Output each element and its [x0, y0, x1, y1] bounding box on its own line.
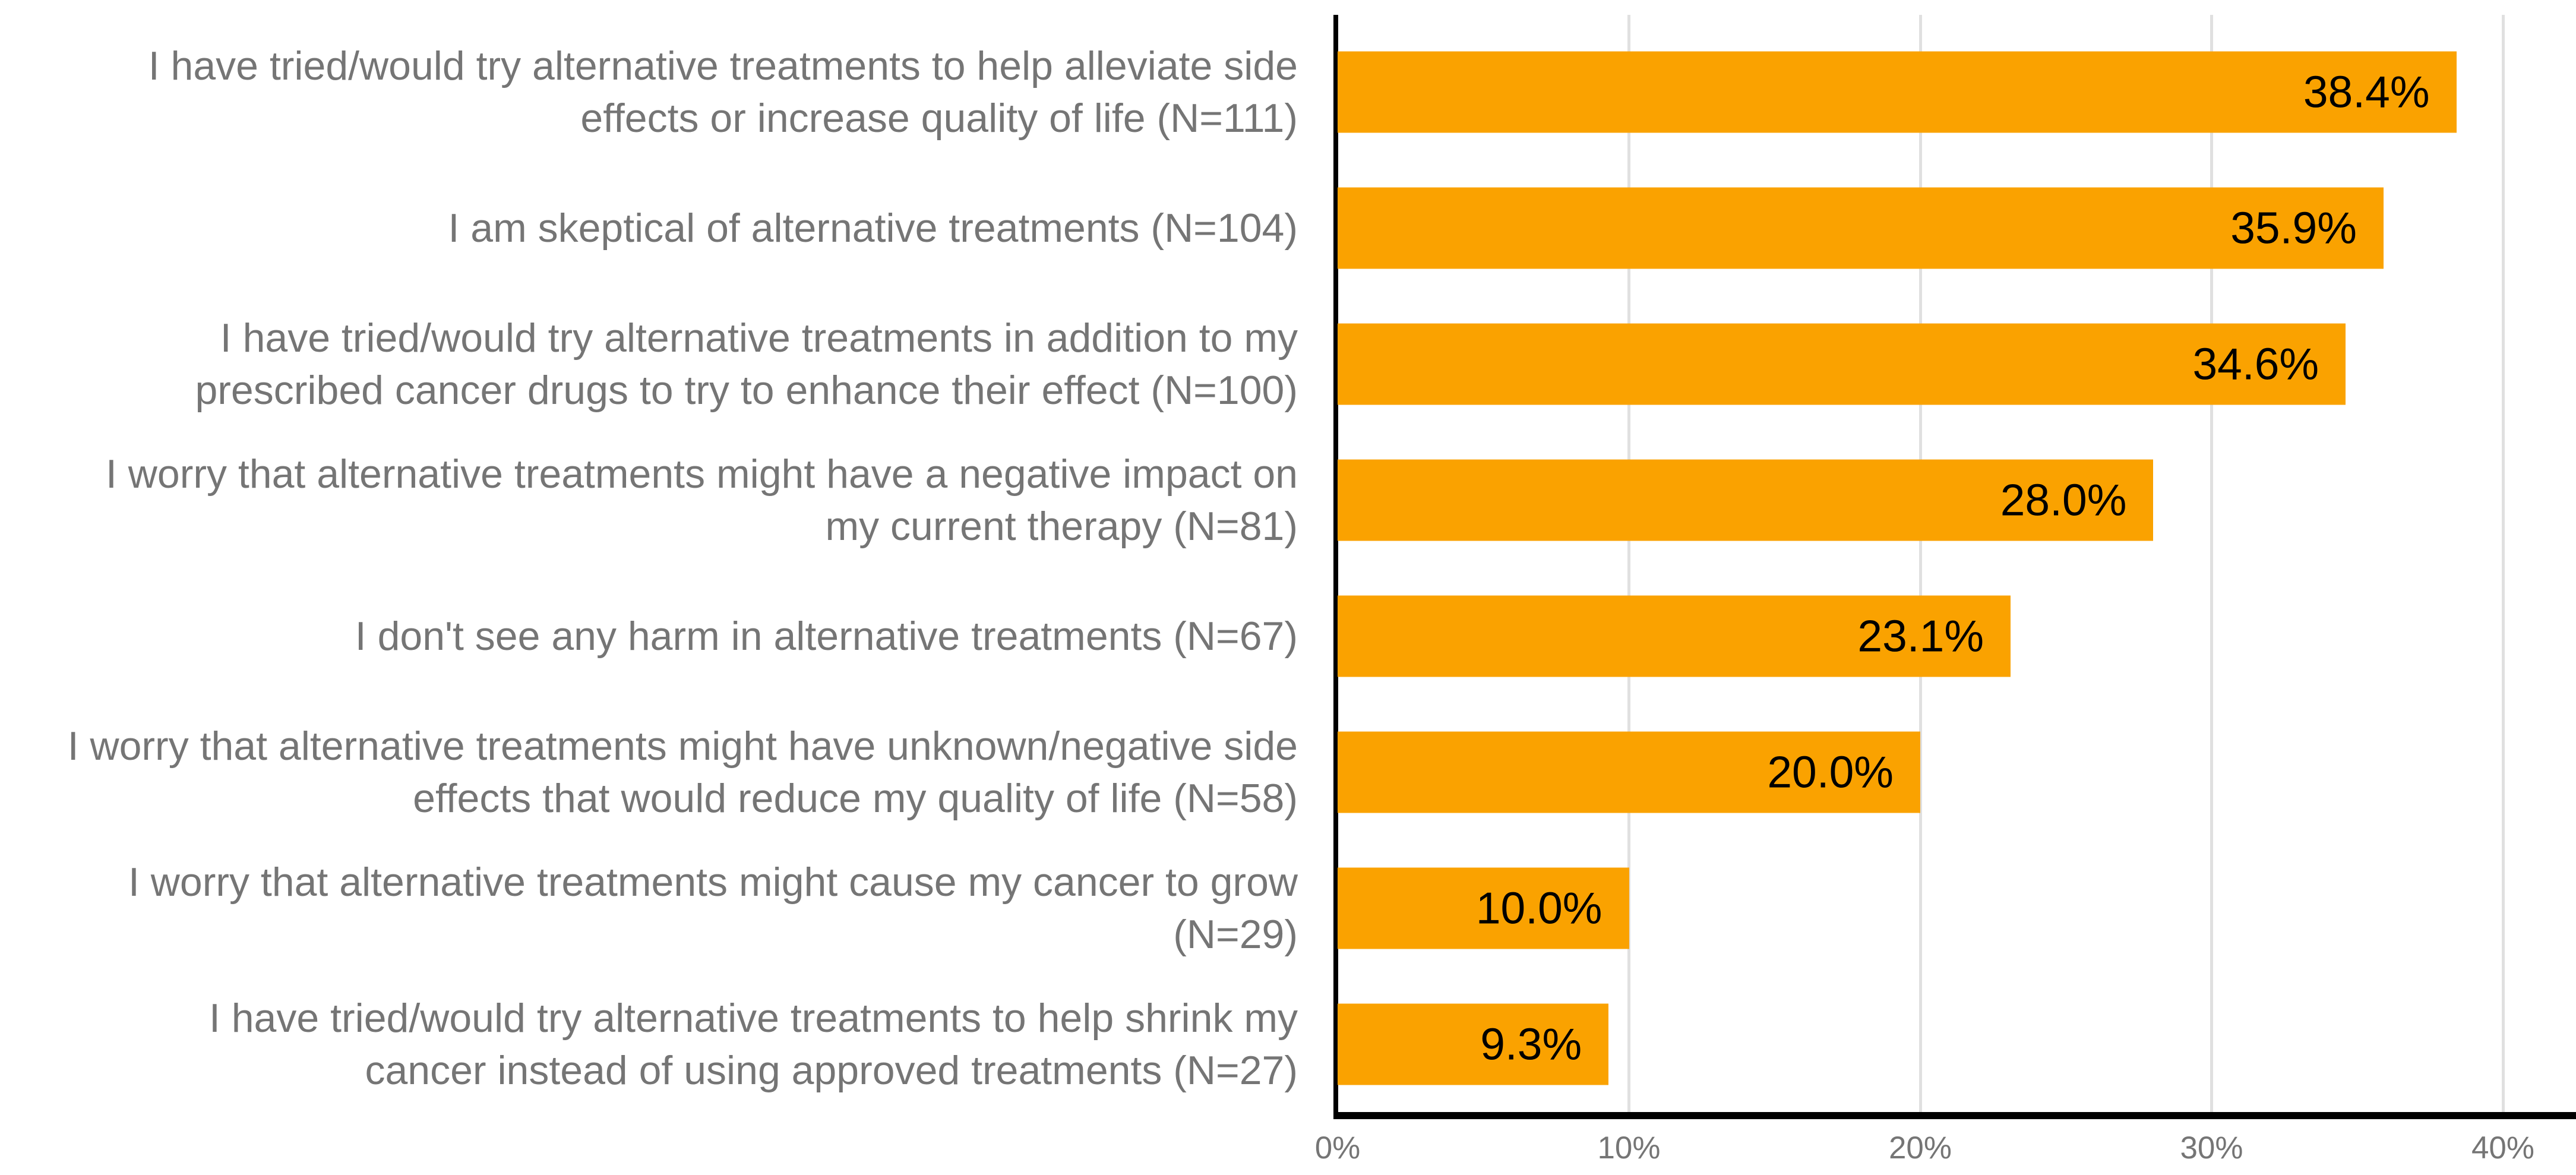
- category-label: I have tried/would try alternative treat…: [208, 995, 1298, 1093]
- bar: 34.6%: [1338, 323, 2346, 405]
- bar-row: I worry that alternative treatments migh…: [0, 432, 2576, 568]
- bar: 23.1%: [1338, 595, 2011, 677]
- value-label: 20.0%: [1767, 747, 1894, 797]
- value-label: 23.1%: [1857, 611, 1984, 661]
- x-tick-label: 40%: [2471, 1130, 2535, 1165]
- bar-row: I am skeptical of alternative treatments…: [0, 160, 2576, 296]
- bar: 28.0%: [1338, 459, 2154, 541]
- bar: 35.9%: [1338, 187, 2384, 269]
- bar-row: I don't see any harm in alternative trea…: [0, 568, 2576, 704]
- value-label: 34.6%: [2192, 339, 2319, 389]
- x-tick-label: 30%: [2180, 1130, 2243, 1165]
- category-label: I worry that alternative treatments migh…: [67, 723, 1298, 821]
- bar: 10.0%: [1338, 867, 1629, 949]
- bar-row: I worry that alternative treatments migh…: [0, 840, 2576, 976]
- category-label: I am skeptical of alternative treatments…: [448, 205, 1298, 251]
- category-label: I have tried/would try alternative treat…: [148, 43, 1298, 141]
- x-axis-line: [1333, 1112, 2576, 1119]
- gridline-20%: [1918, 15, 1922, 1112]
- value-label: 10.0%: [1475, 883, 1603, 933]
- category-label: I worry that alternative treatments migh…: [128, 859, 1298, 957]
- bar: 38.4%: [1338, 51, 2457, 132]
- value-label: 38.4%: [2303, 67, 2430, 117]
- value-label: 35.9%: [2230, 203, 2357, 253]
- x-tick-label: 0%: [1314, 1130, 1361, 1165]
- value-label: 28.0%: [2000, 475, 2127, 525]
- gridline-10%: [1627, 15, 1630, 1112]
- x-tick-label: 20%: [1888, 1130, 1952, 1165]
- value-label: 9.3%: [1480, 1019, 1582, 1069]
- category-label: I worry that alternative treatments migh…: [106, 451, 1298, 549]
- y-axis-line: [1333, 15, 1338, 1119]
- x-tick-label: 10%: [1597, 1130, 1661, 1165]
- bar-row: I have tried/would try alternative treat…: [0, 296, 2576, 432]
- gridline-30%: [2210, 15, 2213, 1112]
- bar-row: I have tried/would try alternative treat…: [0, 976, 2576, 1112]
- bar: 20.0%: [1338, 731, 1920, 813]
- gridline-40%: [2501, 15, 2505, 1112]
- category-label: I don't see any harm in alternative trea…: [355, 613, 1298, 659]
- bar-row: I worry that alternative treatments migh…: [0, 704, 2576, 840]
- bar: 9.3%: [1338, 1003, 1609, 1085]
- bar-row: I have tried/would try alternative treat…: [0, 24, 2576, 160]
- category-label: I have tried/would try alternative treat…: [195, 315, 1298, 413]
